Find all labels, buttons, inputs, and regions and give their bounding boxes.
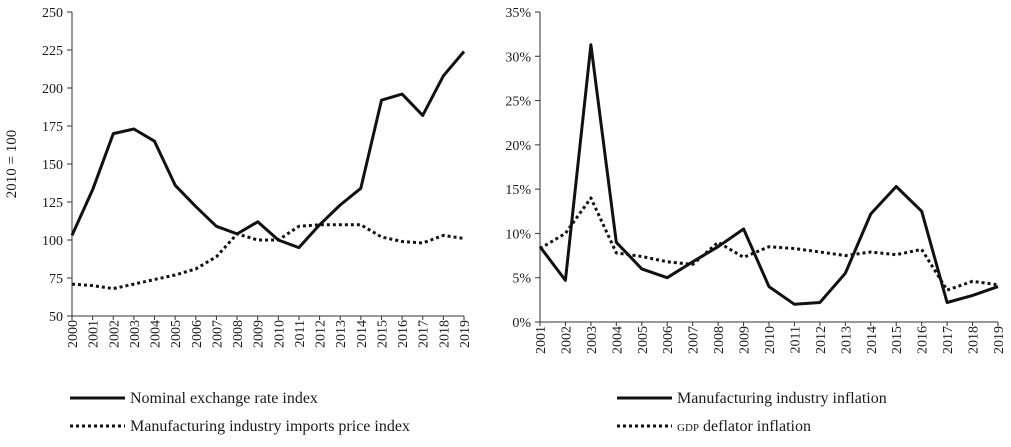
chart1-y-tick-label: 250 <box>42 6 63 21</box>
chart1-x-tick-label: 2006 <box>190 320 205 348</box>
chart1-x-tick-label: 2018 <box>437 320 452 348</box>
chart1-x-tick-label: 2011 <box>293 320 308 347</box>
inflation-chart: 0% 5% 10% 15% 20% 25% 30% 35% 2001 2002 2003 2004 20… <box>505 6 1007 435</box>
chart2-x-tick-label: 2004 <box>610 326 625 354</box>
chart1-y-tick-label: 75 <box>49 272 63 287</box>
chart2-x-tick-label: 2014 <box>865 326 880 354</box>
chart1-x-tick-label: 2004 <box>149 320 164 348</box>
chart2-x-tick-label: 2015 <box>890 326 905 354</box>
chart2-series-solid-line <box>538 43 999 306</box>
chart1-x-tick-label: 2002 <box>107 320 122 348</box>
chart2-series-dotted-line <box>539 196 999 292</box>
chart1-y-tick-label: 50 <box>49 310 63 325</box>
chart1-legend-label: Nominal exchange rate index <box>130 390 318 407</box>
chart1-x-tick-label: 2014 <box>355 320 370 348</box>
chart1-y-tick-label: 200 <box>42 82 63 97</box>
chart1-x-tick-label: 2003 <box>128 320 143 348</box>
chart1-y-tick-label: 225 <box>42 44 63 59</box>
chart2-x-tick-label: 2012 <box>814 326 829 354</box>
chart2-x-tick-label: 2008 <box>712 326 727 354</box>
chart1-x-tick-label: 2010 <box>272 320 287 348</box>
chart1-x-tick-label: 2009 <box>252 320 267 348</box>
chart2-y-tick-label: 5% <box>512 272 531 287</box>
exchange-rate-chart: 50 75 100 125 150 175 200 225 250 2000 2001 2002 200… <box>4 6 473 435</box>
chart1-y-axis-label: 2010 = 100 <box>4 130 20 198</box>
chart2-y-tick-label: 25% <box>505 95 531 110</box>
chart1-y-tick-label: 100 <box>42 234 63 249</box>
chart2-legend-label: Manufacturing industry inflation <box>677 390 887 407</box>
chart1-x-tick-label: 2012 <box>314 320 329 348</box>
chart2-x-tick-label: 2017 <box>941 326 956 354</box>
chart1-x-tick-label: 2005 <box>169 320 184 348</box>
chart1-x-tick-label: 2017 <box>417 320 432 348</box>
chart2-y-tick-label: 10% <box>505 227 531 242</box>
chart2-y-tick-label: 35% <box>505 6 531 21</box>
chart1-y-tick-label: 175 <box>42 120 63 135</box>
chart1-y-tick-label: 125 <box>42 196 63 211</box>
chart1-x-tick-label: 2001 <box>87 320 102 348</box>
chart2-x-tick-label: 2011 <box>788 326 803 353</box>
chart2-x-tick-label: 2002 <box>559 326 574 354</box>
chart2-x-tick-label: 2007 <box>687 326 702 354</box>
chart2-y-tick-label: 0% <box>512 316 531 331</box>
chart2-x-tick-label: 2005 <box>636 326 651 354</box>
chart1-x-tick-label: 2015 <box>375 320 390 348</box>
chart1-y-tick-label: 150 <box>42 158 63 173</box>
chart2-x-tick-label: 2019 <box>992 326 1007 354</box>
chart1-x-tick-label: 2016 <box>396 320 411 348</box>
chart2-x-tick-label: 2009 <box>738 326 753 354</box>
chart2-y-tick-label: 20% <box>505 139 531 154</box>
chart1-series-solid-line <box>70 50 466 250</box>
chart2-x-tick-label: 2003 <box>585 326 600 354</box>
chart1-x-tick-label: 2008 <box>231 320 246 348</box>
chart1-x-tick-label: 2007 <box>210 320 225 348</box>
chart1-x-tick-label: 2019 <box>458 320 473 348</box>
chart2-x-tick-label: 2001 <box>534 326 549 354</box>
chart1-x-tick-label: 2000 <box>66 320 81 348</box>
chart1-legend-label: Manufacturing industry imports price ind… <box>130 418 410 435</box>
chart1-x-tick-label: 2013 <box>334 320 349 348</box>
chart2-y-tick-label: 30% <box>505 50 531 65</box>
chart2-x-tick-label: 2013 <box>839 326 854 354</box>
chart2-y-tick-label: 15% <box>505 183 531 198</box>
chart2-x-tick-label: 2006 <box>661 326 676 354</box>
chart2-x-tick-label: 2010 <box>763 326 778 354</box>
chart2-x-tick-label: 2018 <box>967 326 982 354</box>
chart2-x-tick-label: 2016 <box>916 326 931 354</box>
chart1-series-dotted-line <box>71 223 465 291</box>
chart2-legend-label: gdp deflator inflation <box>677 418 811 435</box>
